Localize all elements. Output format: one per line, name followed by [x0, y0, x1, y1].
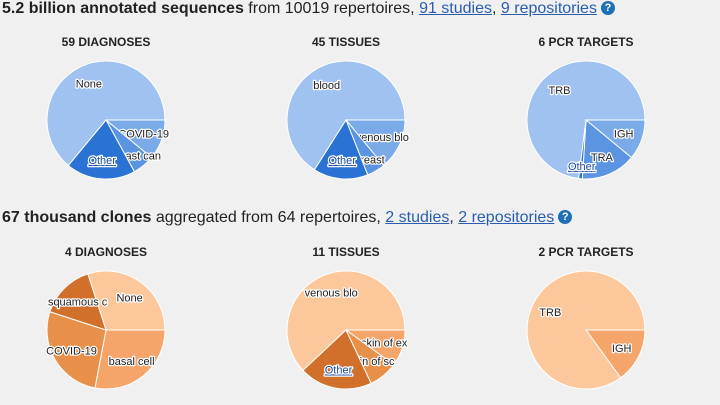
clones-count: 67 thousand clones [2, 209, 152, 226]
slice-label-basal-cell: basal cell [109, 356, 155, 368]
slice-label-blood: blood [313, 80, 340, 92]
pie-slice-igh[interactable] [585, 329, 646, 379]
pie-slice-tra[interactable] [581, 118, 633, 180]
slice-label-other[interactable]: Other [567, 160, 597, 175]
chart-title: 11 TISSUES [312, 245, 379, 259]
pie-chart-4-diagnoses: 4 DIAGNOSES None basal cell COVID-19 squamou… [45, 245, 166, 390]
slice-label-trb: TRB [549, 85, 571, 97]
question-circle-icon[interactable]: ? [558, 210, 573, 224]
slice-label-other[interactable]: Other [323, 363, 353, 378]
pie-slice-basal-cell[interactable] [94, 329, 166, 390]
slice-label-squamous-c: squamous c [48, 297, 108, 309]
slice-label-skin-of-ex: skin of ex [361, 337, 408, 349]
pie-slice-none[interactable] [46, 60, 166, 167]
slice-label-igh: IGH [614, 129, 634, 141]
chart-title: 59 DIAGNOSES [62, 35, 151, 49]
sequences-studies-link[interactable]: 91 studies [419, 0, 492, 17]
pie-slice-other[interactable] [302, 329, 372, 390]
clones-repositories-link[interactable]: 2 repositories [458, 209, 555, 226]
sequences-count: 5.2 billion annotated sequences [2, 0, 244, 17]
slice-label-covid-19: COVID-19 [46, 345, 97, 357]
slice-label-other[interactable]: Other [327, 154, 357, 169]
pie-slice-other[interactable] [67, 119, 136, 180]
slice-label-other[interactable]: Other [87, 154, 117, 169]
sequences-summary: 5.2 billion annotated sequences from 100… [2, 0, 615, 18]
clones-studies-link[interactable]: 2 studies [385, 209, 450, 226]
slice-label-none: None [76, 79, 102, 91]
slice-label-none: None [116, 293, 142, 305]
slice-label-tra: TRA [591, 152, 614, 164]
pie-slice-covid-19[interactable] [46, 311, 107, 389]
sequences-repositories-link[interactable]: 9 repositories [500, 0, 597, 17]
pie-slice-venous-blo[interactable] [286, 270, 406, 372]
slice-label-venous-blo: venous blo [305, 288, 358, 300]
pie-slice-none[interactable] [87, 270, 166, 331]
chart-title: 4 DIAGNOSES [65, 245, 147, 259]
pie-slice-other[interactable] [313, 118, 369, 180]
slice-label-covid-19: COVID-19 [118, 129, 169, 141]
chart-title: 6 PCR TARGETS [538, 35, 633, 49]
pie-chart-2-pcr-targets: 2 PCR TARGETS TRB IGH [526, 245, 646, 390]
sequences-source-text: from 10019 repertoires, [248, 0, 415, 17]
chart-title: 2 PCR TARGETS [538, 245, 633, 259]
pie-slice-squamous-c[interactable] [49, 273, 107, 331]
pie-slice-venous-blo[interactable] [344, 119, 406, 167]
question-circle-icon[interactable]: ? [600, 1, 615, 15]
pie-slice-other[interactable] [578, 119, 587, 180]
slice-label-trb: TRB [539, 307, 561, 319]
clones-source-text: aggregated from 64 repertoires, [155, 209, 381, 226]
slice-label-igh: IGH [612, 343, 632, 355]
clones-summary: 67 thousand clones aggregated from 64 re… [2, 209, 573, 227]
pie-slice-blood[interactable] [286, 60, 406, 171]
chart-title: 45 TISSUES [312, 35, 380, 49]
pie-slice-trb[interactable] [526, 270, 646, 390]
slice-label-venous-blo: venous blo [356, 132, 409, 144]
